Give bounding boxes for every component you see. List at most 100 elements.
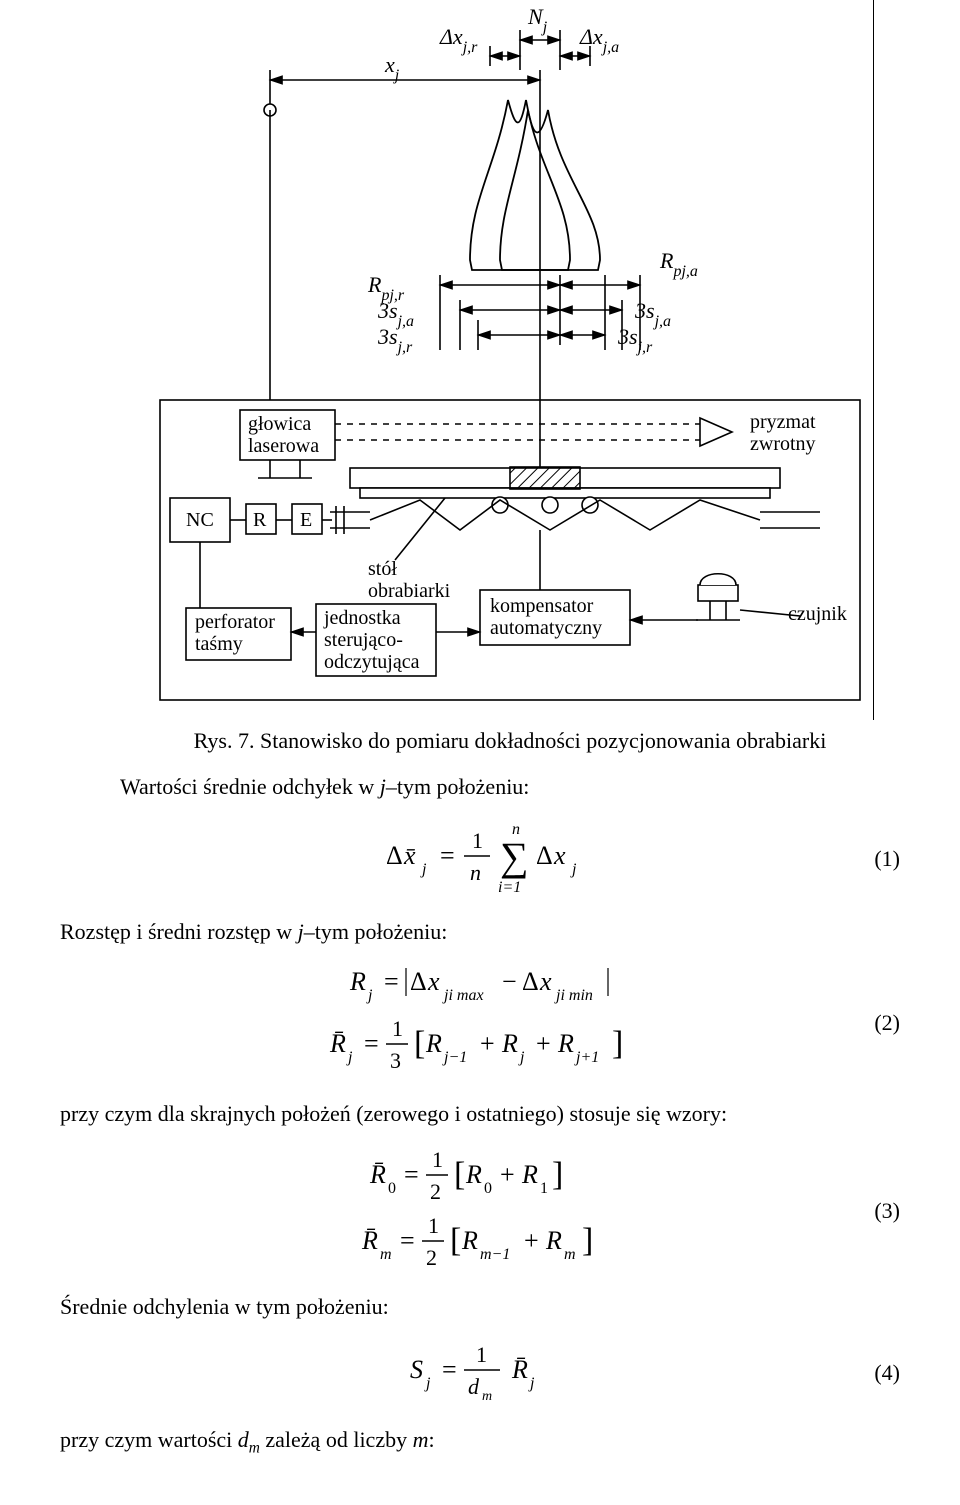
equation-1-row: Δ x̄ j = 1 n ∑ n i=1 Δ x j (1) [120, 816, 900, 903]
para-4: Średnie odchylenia w tym położeniu: [60, 1292, 900, 1322]
svg-text:j: j [424, 1375, 431, 1392]
para-3: przy czym dla skrajnych położeń (zeroweg… [60, 1099, 900, 1129]
svg-text:m−1: m−1 [480, 1246, 510, 1263]
svg-text:+: + [480, 1029, 495, 1058]
svg-text:]: ] [582, 1222, 593, 1259]
label-Nj: Nj [527, 4, 548, 36]
label-prism1: pryzmat [750, 411, 816, 433]
svg-text:Δ: Δ [536, 841, 553, 870]
label-table2: obrabiarki [368, 580, 451, 602]
equation-3: R̄ 0 = 1 2 [ R 0 + R 1 ] R̄ m = 1 2 [ [340, 1143, 640, 1273]
svg-text:m: m [482, 1389, 492, 1404]
label-e: E [300, 509, 312, 531]
svg-text:=: = [400, 1226, 415, 1255]
label-sensor: czujnik [788, 603, 847, 625]
label-dxjr: Δxj,r [439, 24, 478, 56]
svg-text:j+1: j+1 [574, 1049, 599, 1066]
svg-text:R: R [349, 967, 366, 996]
svg-text:R: R [461, 1226, 478, 1255]
svg-text:+: + [524, 1226, 539, 1255]
svg-text:2: 2 [430, 1179, 441, 1204]
compensator-box: kompensator automatyczny [480, 590, 630, 645]
svg-text:Δ: Δ [522, 967, 539, 996]
svg-text:2: 2 [426, 1245, 437, 1270]
retro-prism [700, 418, 732, 446]
svg-text:=: = [384, 967, 399, 996]
svg-text:j: j [420, 861, 427, 878]
svg-text:j−1: j−1 [442, 1049, 467, 1066]
svg-text:R̄: R̄ [369, 1160, 386, 1189]
svg-text:j: j [570, 861, 577, 878]
equation-3-number: (3) [860, 1198, 900, 1224]
svg-text:1: 1 [472, 828, 483, 853]
perforator-box: perforator taśmy [186, 608, 291, 660]
svg-text:perforator: perforator [195, 611, 275, 633]
svg-text:ji min: ji min [554, 987, 593, 1004]
svg-text:R̄: R̄ [329, 1029, 346, 1058]
svg-text:+: + [500, 1160, 515, 1189]
svg-text:=: = [404, 1160, 419, 1189]
svg-text:x: x [539, 967, 552, 996]
equation-1: Δ x̄ j = 1 n ∑ n i=1 Δ x j [380, 816, 600, 898]
equation-1-number: (1) [860, 846, 900, 872]
svg-text:+: + [536, 1029, 551, 1058]
equation-4-number: (4) [860, 1360, 900, 1386]
svg-text:1: 1 [392, 1016, 403, 1041]
svg-text:taśmy: taśmy [195, 633, 243, 655]
svg-text:laserowa: laserowa [248, 435, 319, 457]
svg-text:]: ] [612, 1025, 623, 1062]
svg-text:[: [ [450, 1222, 461, 1259]
svg-text:−: − [502, 967, 517, 996]
svg-text:1: 1 [428, 1213, 439, 1238]
label-r: R [253, 509, 267, 531]
label-dxja: Δxj,a [579, 24, 619, 56]
svg-text:n: n [470, 860, 481, 885]
label-prism2: zwrotny [750, 433, 816, 455]
svg-text:m: m [564, 1246, 576, 1263]
svg-text:1: 1 [540, 1180, 548, 1197]
svg-text:m: m [380, 1246, 392, 1263]
label-table1: stół [368, 558, 397, 580]
equation-2: R j = Δ x ji max − Δ x ji min R̄ j = 1 3… [310, 960, 670, 1080]
svg-text:x: x [553, 841, 566, 870]
p5b: zależą od liczby [260, 1427, 413, 1452]
figure-7-diagram: Nj Δxj,r Δxj,a xj [100, 0, 880, 720]
p5c: : [428, 1427, 434, 1452]
svg-text:n: n [512, 821, 520, 838]
svg-text:d: d [468, 1374, 480, 1399]
control-unit-box: jednostka sterująco- odczytująca [316, 604, 436, 676]
sensor-icon [696, 574, 740, 620]
svg-text:x: x [427, 967, 440, 996]
svg-text:R: R [501, 1029, 518, 1058]
svg-text:=: = [364, 1029, 379, 1058]
svg-text:[: [ [454, 1156, 465, 1193]
p1a: Wartości średnie odchyłek w [120, 774, 380, 799]
svg-text:=: = [442, 1355, 457, 1384]
figure-caption: Rys. 7. Stanowisko do pomiaru dokładnośc… [120, 728, 900, 754]
svg-text:j: j [366, 987, 373, 1004]
svg-text:3: 3 [390, 1048, 401, 1073]
svg-text:Δ: Δ [410, 967, 427, 996]
caption-text: Stanowisko do pomiaru dokładności pozycj… [260, 728, 826, 753]
label-nc: NC [186, 509, 214, 531]
svg-text:R̄: R̄ [511, 1355, 528, 1384]
para-5: przy czym wartości dm zależą od liczby m… [60, 1425, 900, 1459]
caption-prefix: Rys. 7. [194, 728, 255, 753]
label-Rpja: Rpj,a [659, 248, 698, 280]
svg-text:1: 1 [432, 1147, 443, 1172]
equation-4-row: S j = 1 d m R̄ j (4) [120, 1336, 900, 1411]
equation-2-number: (2) [860, 1010, 900, 1036]
p2b: –tym położeniu: [304, 919, 448, 944]
svg-text:j: j [528, 1375, 535, 1392]
svg-text:kompensator: kompensator [490, 595, 594, 617]
laser-head-box: głowica laserowa [240, 410, 335, 478]
svg-text:0: 0 [388, 1180, 396, 1197]
equation-3-row: R̄ 0 = 1 2 [ R 0 + R 1 ] R̄ m = 1 2 [ [120, 1143, 900, 1278]
svg-text:S: S [410, 1355, 423, 1384]
equation-2-row: R j = Δ x ji max − Δ x ji min R̄ j = 1 3… [120, 960, 900, 1085]
svg-text:automatyczny: automatyczny [490, 617, 602, 639]
p5-dm: dm [238, 1427, 260, 1452]
label-3sjr-r: 3sj,r [617, 324, 653, 356]
svg-text:odczytująca: odczytująca [324, 651, 420, 673]
svg-text:0: 0 [484, 1180, 492, 1197]
